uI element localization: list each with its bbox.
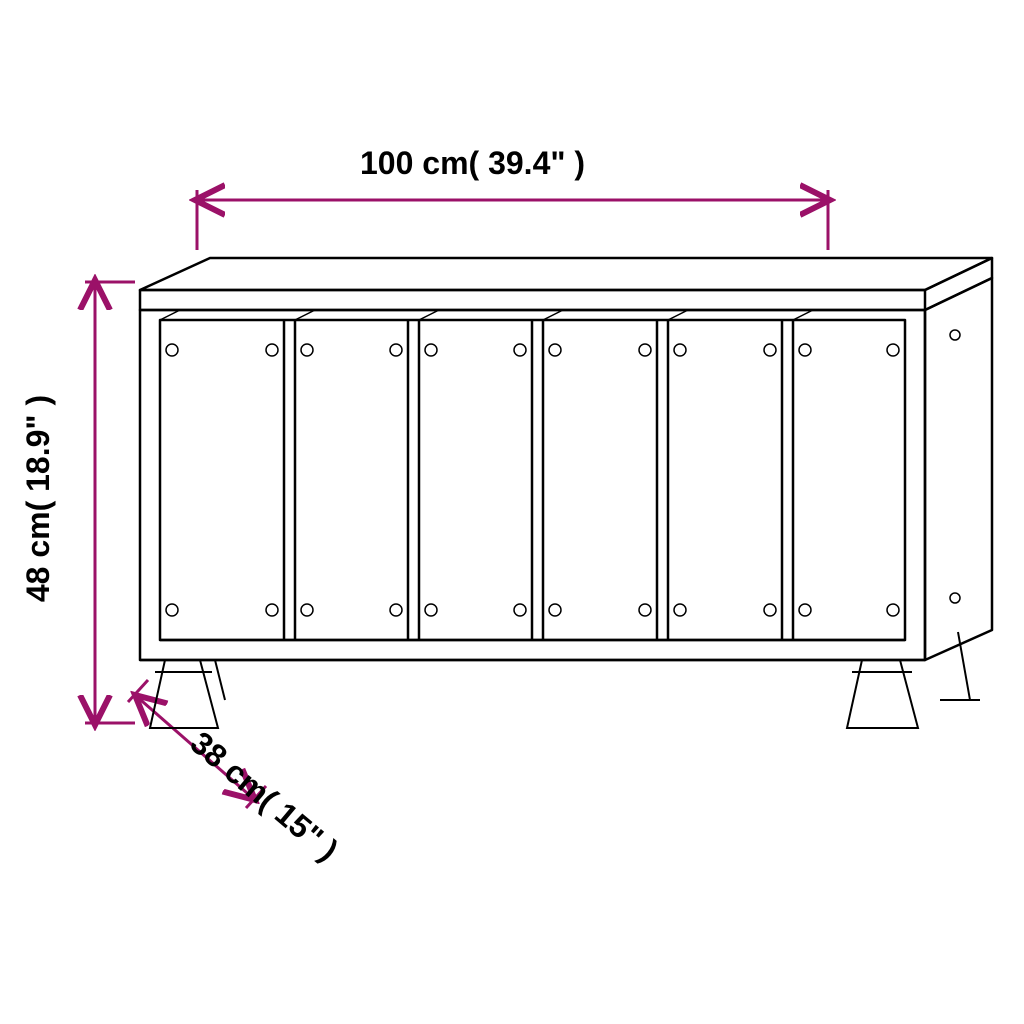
width-dimension [195, 190, 830, 250]
height-dimension [85, 280, 135, 725]
legs [150, 632, 980, 728]
cabinet-body [140, 258, 992, 660]
height-label: 48 cm( 18.9" ) [20, 395, 57, 602]
back-panel-edges [160, 310, 813, 320]
dividers [284, 320, 793, 640]
width-label: 100 cm( 39.4" ) [360, 145, 585, 182]
